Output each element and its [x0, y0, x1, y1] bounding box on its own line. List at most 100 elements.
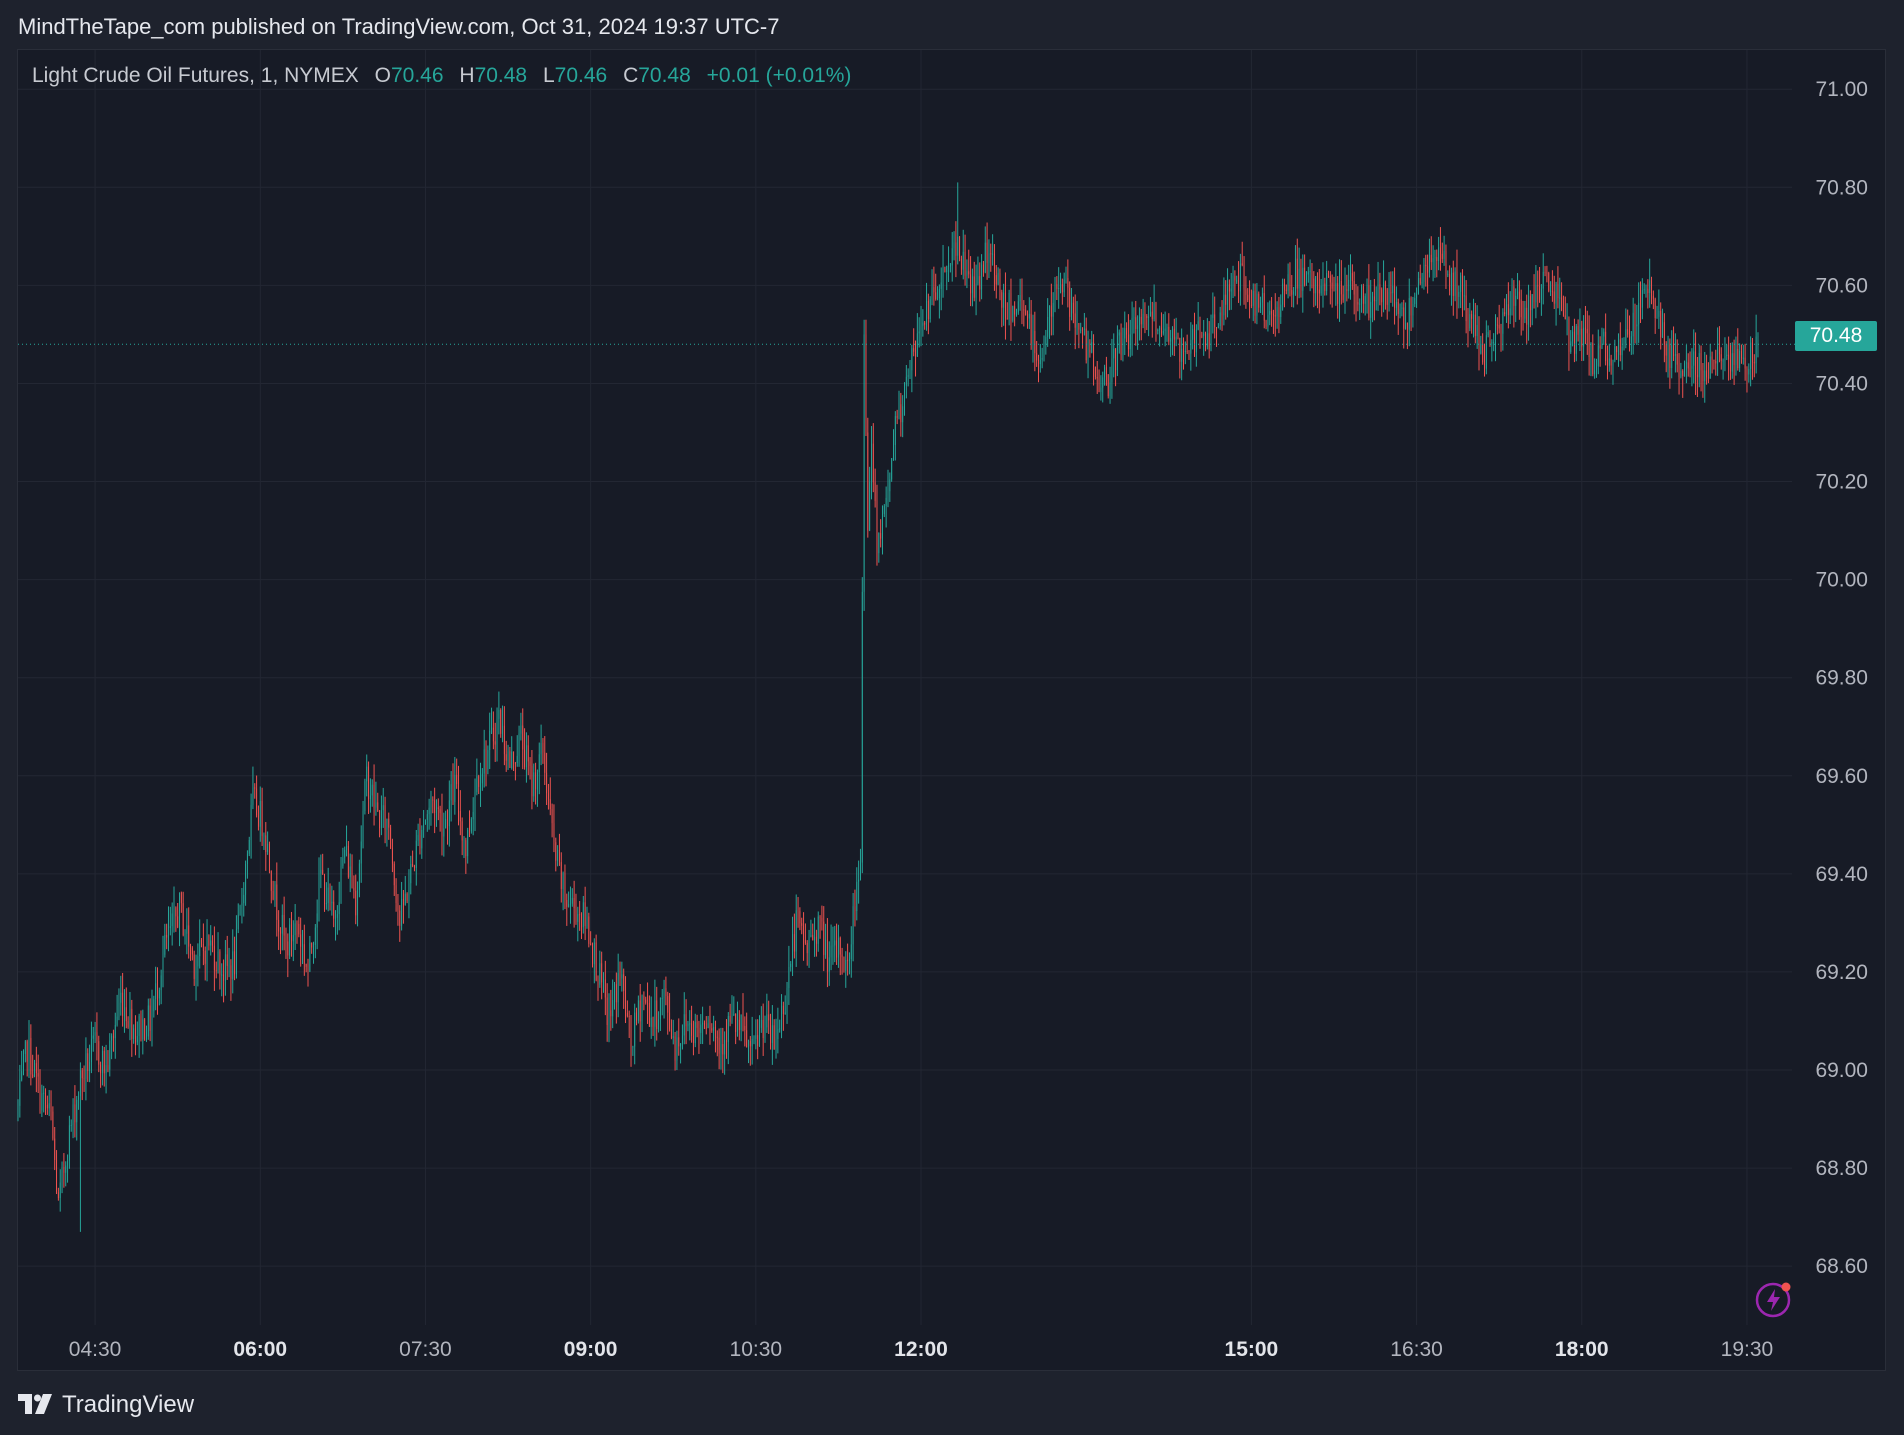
- candle-body: [507, 751, 509, 761]
- symbol-name: Light Crude Oil Futures, 1, NYMEX: [32, 64, 359, 87]
- candle-body: [760, 1019, 762, 1028]
- candle-body: [425, 819, 426, 825]
- candle-body: [1234, 276, 1236, 281]
- candle-body: [1533, 294, 1535, 303]
- candle-body: [302, 944, 303, 947]
- candle-body: [718, 1037, 720, 1054]
- candle-body: [1096, 376, 1098, 379]
- candle-body: [410, 864, 412, 884]
- candle-body: [560, 862, 562, 889]
- candle-body: [1159, 327, 1161, 330]
- candle-body: [1146, 316, 1148, 318]
- candle-body: [988, 253, 990, 263]
- candle-body: [1278, 307, 1280, 317]
- candle-body: [625, 990, 626, 1013]
- candle-body: [459, 810, 461, 822]
- candle-body: [1718, 346, 1720, 355]
- candle-body: [461, 821, 463, 841]
- candlestick-chart[interactable]: 71.00 70.80 70.60 70.40 70.20 70.00 69.80 69.60…: [0, 0, 1904, 1380]
- candle-body: [1098, 378, 1100, 393]
- candle-body: [489, 730, 491, 751]
- candle-body: [733, 1014, 735, 1016]
- candle-body: [1451, 272, 1452, 291]
- candle-body: [437, 807, 439, 809]
- candle-body: [1111, 358, 1113, 383]
- candle-body: [592, 943, 593, 965]
- candle-body: [1432, 258, 1434, 263]
- candle-body: [806, 943, 808, 954]
- candle-body: [1484, 362, 1485, 369]
- candle-body: [177, 916, 179, 928]
- candle-body: [672, 1036, 674, 1038]
- candle-body: [404, 893, 406, 905]
- candle-body: [1480, 343, 1482, 354]
- candle-body: [1518, 291, 1520, 300]
- candle-body: [1038, 360, 1039, 365]
- candle-body: [1439, 247, 1441, 254]
- candle-body: [261, 800, 263, 836]
- candle-body: [782, 1005, 784, 1014]
- candle-body: [828, 957, 830, 972]
- candle-body: [729, 1015, 731, 1022]
- candle-body: [1460, 275, 1462, 292]
- candle-body: [357, 889, 359, 916]
- candle-body: [514, 762, 516, 764]
- candle-body: [439, 808, 441, 813]
- candle-body: [1577, 326, 1579, 335]
- candle-body: [1034, 330, 1036, 354]
- candle-body: [243, 894, 245, 904]
- candle-body: [538, 754, 540, 773]
- y-tick-label: 68.80: [1815, 1157, 1868, 1180]
- candle-body: [1579, 328, 1581, 335]
- candle-body: [434, 800, 436, 813]
- open-label: O: [374, 64, 391, 87]
- candle-body: [992, 253, 994, 255]
- candle-body: [68, 1125, 70, 1161]
- candle-body: [781, 1005, 782, 1029]
- candle-body: [83, 1078, 85, 1080]
- candle-body: [294, 923, 296, 936]
- candle-body: [131, 1008, 133, 1039]
- candle-body: [166, 935, 168, 938]
- candle-body: [584, 902, 586, 926]
- candle-body: [942, 266, 944, 283]
- candle-body: [715, 1026, 716, 1037]
- candle-body: [872, 443, 874, 483]
- candle-body: [1640, 302, 1641, 308]
- candle-body: [259, 800, 261, 827]
- candle-body: [333, 901, 335, 919]
- candle-body: [1720, 354, 1722, 361]
- close-value: 70.48: [638, 64, 691, 87]
- candle-body: [353, 887, 355, 891]
- candle-body: [647, 1002, 648, 1004]
- candle-body: [771, 1025, 773, 1043]
- candle-body: [860, 862, 861, 880]
- candle-body: [946, 266, 948, 273]
- candle-body: [938, 288, 940, 299]
- candle-body: [162, 954, 164, 976]
- candle-body: [845, 959, 847, 971]
- candle-body: [1074, 313, 1076, 328]
- candle-body: [1594, 370, 1596, 375]
- candle-body: [472, 812, 474, 820]
- candle-body: [456, 774, 458, 785]
- candle-body: [1307, 271, 1309, 275]
- candle-body: [1417, 278, 1419, 294]
- candle-body: [1039, 359, 1041, 365]
- candle-body: [1441, 253, 1443, 259]
- candle-body: [1361, 286, 1362, 304]
- candle-body: [1755, 336, 1757, 364]
- candle-body: [1173, 328, 1175, 340]
- candle-body: [454, 774, 456, 803]
- candle-body: [1236, 280, 1238, 282]
- candle-body: [1386, 289, 1388, 305]
- candle-body: [694, 1021, 696, 1043]
- chart-pane[interactable]: [17, 49, 1886, 1371]
- candle-body: [239, 905, 241, 915]
- candle-body: [67, 1160, 69, 1166]
- candle-body: [173, 907, 175, 914]
- candle-body: [1276, 307, 1278, 317]
- last-price-tag: 70.48: [1795, 321, 1877, 351]
- candle-body: [999, 273, 1001, 293]
- flash-icon[interactable]: [1754, 1279, 1794, 1319]
